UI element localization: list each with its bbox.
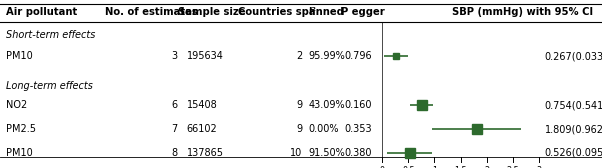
Text: No. of estimates: No. of estimates xyxy=(105,7,198,17)
Text: 1.5: 1.5 xyxy=(455,166,467,168)
Text: 8: 8 xyxy=(172,148,178,158)
Text: 0.380: 0.380 xyxy=(344,148,372,158)
Text: 9: 9 xyxy=(296,124,302,134)
Text: 3: 3 xyxy=(536,166,541,168)
Text: 0.796: 0.796 xyxy=(344,51,372,61)
Text: 2: 2 xyxy=(296,51,302,61)
Text: 0.267(0.033,0.501): 0.267(0.033,0.501) xyxy=(545,51,602,61)
Text: PM10: PM10 xyxy=(6,51,33,61)
Text: 9: 9 xyxy=(296,100,302,110)
Text: 91.50%: 91.50% xyxy=(308,148,345,158)
Text: P egger: P egger xyxy=(341,7,385,17)
Text: 0.5: 0.5 xyxy=(402,166,415,168)
Text: 0.00%: 0.00% xyxy=(308,124,339,134)
Text: SBP (mmHg) with 95% CI: SBP (mmHg) with 95% CI xyxy=(452,7,592,17)
Text: PM10: PM10 xyxy=(6,148,33,158)
Text: 3: 3 xyxy=(172,51,178,61)
Text: 6: 6 xyxy=(172,100,178,110)
Text: Countries spanned: Countries spanned xyxy=(238,7,344,17)
Text: 2: 2 xyxy=(484,166,489,168)
Text: 0.353: 0.353 xyxy=(344,124,372,134)
Text: 0.160: 0.160 xyxy=(344,100,372,110)
Text: 7: 7 xyxy=(172,124,178,134)
Text: 0: 0 xyxy=(380,166,385,168)
Text: Long-term effects: Long-term effects xyxy=(6,81,93,91)
Text: 66102: 66102 xyxy=(187,124,217,134)
Text: 0.526(0.095,0.958): 0.526(0.095,0.958) xyxy=(545,148,602,158)
Text: 10: 10 xyxy=(290,148,302,158)
Text: 2.5: 2.5 xyxy=(506,166,519,168)
Text: 95.99%: 95.99% xyxy=(308,51,345,61)
Text: I²: I² xyxy=(308,7,316,17)
Text: NO2: NO2 xyxy=(6,100,27,110)
Text: Sample size: Sample size xyxy=(178,7,245,17)
Text: Air pollutant: Air pollutant xyxy=(6,7,77,17)
Text: PM2.5: PM2.5 xyxy=(6,124,36,134)
Text: 0.754(0.541,0.968): 0.754(0.541,0.968) xyxy=(545,100,602,110)
Text: 1: 1 xyxy=(432,166,437,168)
Text: 43.09%: 43.09% xyxy=(308,100,345,110)
Text: Short-term effects: Short-term effects xyxy=(6,30,95,40)
Text: 15408: 15408 xyxy=(187,100,217,110)
Text: 137865: 137865 xyxy=(187,148,223,158)
Text: 1.809(0.962,2.655): 1.809(0.962,2.655) xyxy=(545,124,602,134)
Text: 195634: 195634 xyxy=(187,51,223,61)
